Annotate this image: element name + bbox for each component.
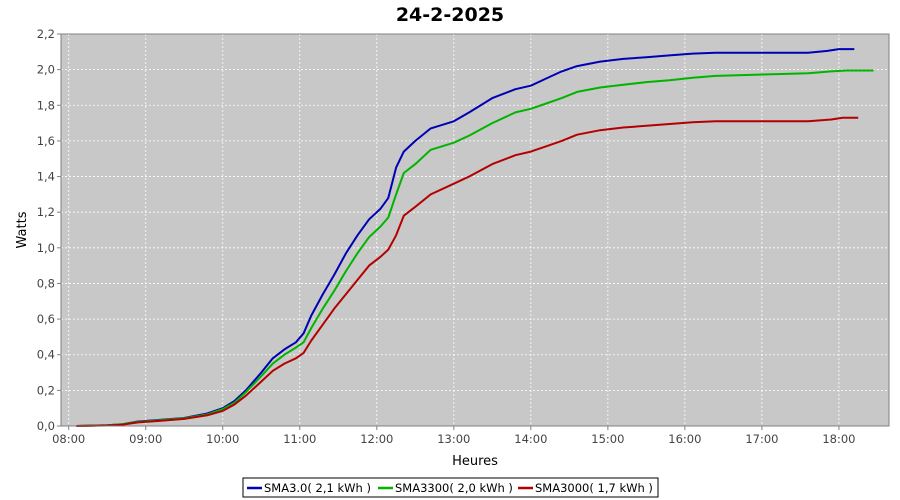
y-tick-label: 1,8 <box>37 98 55 112</box>
y-tick-label: 1,4 <box>37 170 55 184</box>
series-line-3 <box>76 116 859 427</box>
x-tick-label: 10:00 <box>206 432 239 446</box>
y-tick-label: 1,2 <box>37 205 55 219</box>
x-tick-label: 09:00 <box>129 432 162 446</box>
legend-label-2: SMA3300( 2,0 kWh ) <box>395 481 513 495</box>
y-axis: 0,0 0,2 0,4 0,6 0,8 1,0 1,2 1,4 1,6 1,8 2,0 2,2 <box>37 27 61 433</box>
y-tick-label: 0,6 <box>37 312 55 326</box>
legend: SMA3.0( 2,1 kWh ) SMA3300( 2,0 kWh ) SMA30… <box>242 477 659 498</box>
grid <box>61 34 889 426</box>
x-tick-label: 11:00 <box>283 432 316 446</box>
y-tick-label: 1,0 <box>37 241 55 255</box>
x-tick-label: 18:00 <box>822 432 855 446</box>
y-tick-label: 0,0 <box>37 419 55 433</box>
y-tick-label: 0,2 <box>37 383 55 397</box>
legend-label-3: SMA3000( 1,7 kWh ) <box>535 481 653 495</box>
y-axis-label: Watts <box>15 211 30 248</box>
series-line-2 <box>76 69 874 427</box>
y-tick-label: 1,6 <box>37 134 55 148</box>
plot-border <box>60 33 890 427</box>
x-tick-label: 14:00 <box>514 432 547 446</box>
x-tick-label: 15:00 <box>591 432 624 446</box>
y-tick-label: 2,2 <box>37 27 55 41</box>
x-tick-label: 08:00 <box>52 432 85 446</box>
x-axis-label: Heures <box>452 454 498 469</box>
y-tick-label: 0,4 <box>37 348 55 362</box>
x-tick-label: 13:00 <box>437 432 470 446</box>
series-line-1 <box>76 48 855 427</box>
y-tick-label: 2,0 <box>37 63 55 77</box>
legend-label-1: SMA3.0( 2,1 kWh ) <box>264 481 371 495</box>
plot-area <box>61 34 889 426</box>
series-layer <box>76 48 874 427</box>
x-tick-label: 17:00 <box>745 432 778 446</box>
x-tick-label: 16:00 <box>668 432 701 446</box>
chart-title: 24-2-2025 <box>396 4 504 26</box>
x-tick-label: 12:00 <box>360 432 393 446</box>
y-tick-label: 0,8 <box>37 276 55 290</box>
legend-box <box>242 477 659 498</box>
x-axis: 08:00 09:00 10:00 11:00 12:00 13:00 14:00 15:00… <box>52 426 856 446</box>
